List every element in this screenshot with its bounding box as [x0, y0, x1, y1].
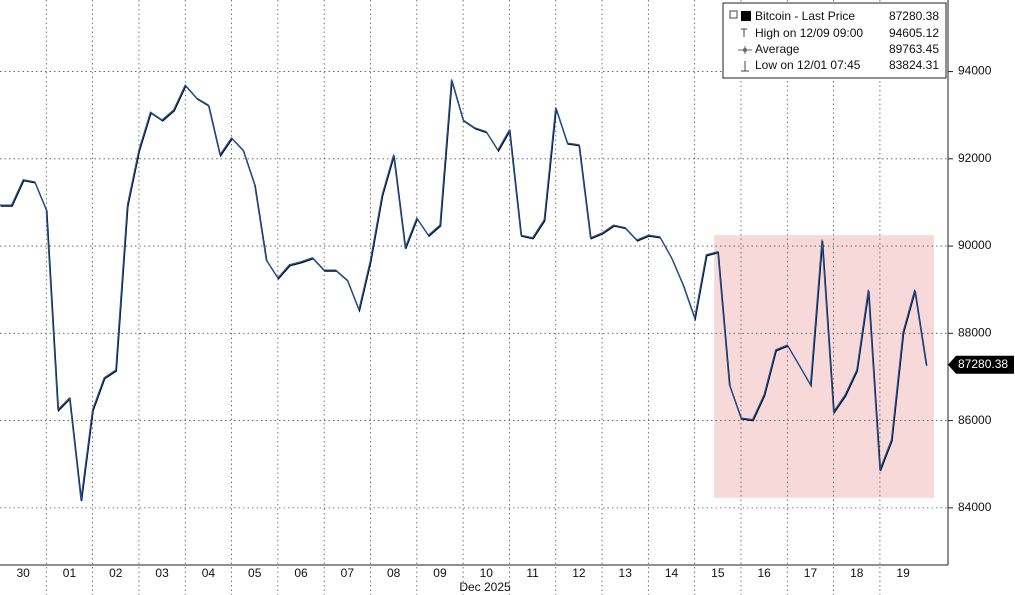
last-price-tag	[948, 355, 1014, 374]
legend-icon	[729, 10, 738, 19]
x-tick-label: 07	[341, 566, 355, 580]
legend-label: Average	[755, 42, 800, 56]
price-line	[0, 79, 927, 501]
x-tick-label: 03	[155, 566, 169, 580]
last-price-label: 87280.38	[958, 357, 1008, 371]
y-tick-label: 88000	[958, 326, 992, 340]
x-axis-label: Dec 2025	[459, 580, 511, 594]
legend-box	[722, 2, 947, 79]
x-tick-label: 11	[526, 566, 539, 580]
y-tick-label: 92000	[958, 151, 992, 165]
x-tick-label: 08	[387, 566, 401, 580]
legend-icon	[741, 28, 747, 37]
x-tick-label: 05	[248, 566, 262, 580]
x-tick-label: 19	[896, 566, 910, 580]
x-tick-label: 01	[63, 566, 77, 580]
legend-label: High on 12/09 09:00	[755, 26, 863, 40]
y-tick-label: 84000	[958, 500, 992, 514]
x-tick-label: 15	[711, 566, 725, 580]
x-tick-label: 12	[572, 566, 586, 580]
legend-icon	[741, 61, 749, 72]
legend-swatch	[741, 11, 751, 21]
x-tick-label: 13	[619, 566, 633, 580]
x-tick-label: 16	[757, 566, 771, 580]
y-tick-label: 86000	[958, 413, 992, 427]
x-tick-label: 09	[433, 566, 447, 580]
x-tick-label: 10	[480, 566, 494, 580]
legend-icon	[743, 48, 747, 52]
legend-label: Low on 12/01 07:45	[755, 58, 861, 72]
legend-value: 94605.12	[889, 26, 939, 40]
x-tick-label: 17	[804, 566, 818, 580]
y-tick-label: 94000	[958, 64, 992, 78]
x-tick-label: 06	[294, 566, 308, 580]
x-tick-label: 02	[109, 566, 123, 580]
x-tick-label: 30	[16, 566, 30, 580]
legend: Bitcoin - Last Price 87280.38 High on 12…	[722, 2, 947, 79]
legend-value: 87280.38	[889, 9, 939, 23]
x-tick-label: 14	[665, 566, 679, 580]
legend-value: 89763.45	[889, 42, 939, 56]
x-tick-label: 18	[850, 566, 864, 580]
y-tick-label: 90000	[958, 238, 992, 252]
legend-value: 83824.31	[889, 58, 939, 72]
x-tick-label: 04	[202, 566, 216, 580]
legend-label: Bitcoin - Last Price	[755, 9, 855, 23]
